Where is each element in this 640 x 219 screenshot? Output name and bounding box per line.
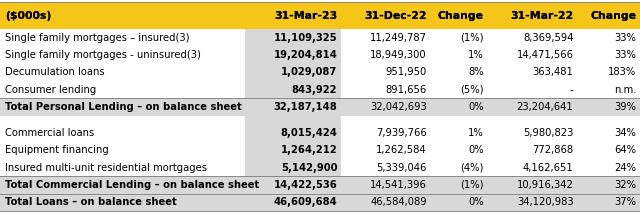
Text: 24%: 24%: [614, 163, 636, 173]
Text: Consumer lending: Consumer lending: [5, 85, 97, 95]
Text: 23,204,641: 23,204,641: [516, 102, 573, 112]
Bar: [245, 176, 341, 194]
Text: 5,980,823: 5,980,823: [523, 128, 573, 138]
Text: 11,109,325: 11,109,325: [274, 33, 337, 43]
Text: (5%): (5%): [460, 85, 484, 95]
Text: 1,029,087: 1,029,087: [281, 67, 337, 77]
Bar: [0, 2, 640, 29]
Text: 4,162,651: 4,162,651: [523, 163, 573, 173]
Text: 46,609,684: 46,609,684: [273, 197, 337, 207]
Bar: [245, 194, 341, 211]
Text: 33%: 33%: [614, 33, 636, 43]
Text: 37%: 37%: [614, 197, 636, 207]
Text: 31-Mar-22: 31-Mar-22: [510, 11, 573, 21]
Bar: [245, 2, 341, 211]
Text: Single family mortgages – insured(3): Single family mortgages – insured(3): [5, 33, 189, 43]
Text: 18,949,300: 18,949,300: [371, 50, 427, 60]
Text: 891,656: 891,656: [386, 85, 427, 95]
Text: 0%: 0%: [468, 197, 484, 207]
Text: 31-Mar-23: 31-Mar-23: [274, 11, 337, 21]
Text: 14,471,566: 14,471,566: [516, 50, 573, 60]
Text: 183%: 183%: [608, 67, 636, 77]
Text: Total Commercial Lending – on balance sheet: Total Commercial Lending – on balance sh…: [5, 180, 259, 190]
Text: 7,939,766: 7,939,766: [376, 128, 427, 138]
Text: 31-Mar-23: 31-Mar-23: [274, 11, 337, 21]
Text: Change: Change: [438, 11, 484, 21]
Text: 64%: 64%: [614, 145, 636, 155]
Text: 32,187,148: 32,187,148: [273, 102, 337, 112]
Text: n.m.: n.m.: [614, 85, 636, 95]
Bar: [0, 98, 640, 116]
Text: 8,015,424: 8,015,424: [280, 128, 337, 138]
Text: 951,950: 951,950: [386, 67, 427, 77]
Text: Single family mortgages - uninsured(3): Single family mortgages - uninsured(3): [5, 50, 201, 60]
Text: 0%: 0%: [468, 102, 484, 112]
Text: 363,481: 363,481: [532, 67, 573, 77]
Text: 33%: 33%: [614, 50, 636, 60]
Text: ($000s): ($000s): [5, 11, 51, 21]
Text: 1%: 1%: [468, 50, 484, 60]
Text: Total Personal Lending – on balance sheet: Total Personal Lending – on balance shee…: [5, 102, 242, 112]
Text: 14,422,536: 14,422,536: [273, 180, 337, 190]
Text: Equipment financing: Equipment financing: [5, 145, 109, 155]
Text: 10,916,342: 10,916,342: [516, 180, 573, 190]
Text: 32,042,693: 32,042,693: [370, 102, 427, 112]
Text: Change: Change: [438, 11, 484, 21]
Text: Decumulation loans: Decumulation loans: [5, 67, 105, 77]
Text: (1%): (1%): [460, 180, 484, 190]
Text: 1,262,584: 1,262,584: [376, 145, 427, 155]
Text: 0%: 0%: [468, 145, 484, 155]
Text: 31-Mar-22: 31-Mar-22: [510, 11, 573, 21]
Text: -: -: [570, 85, 573, 95]
Text: 34%: 34%: [614, 128, 636, 138]
Text: (1%): (1%): [460, 33, 484, 43]
Text: 46,584,089: 46,584,089: [371, 197, 427, 207]
Bar: [0, 194, 640, 211]
Text: 5,142,900: 5,142,900: [281, 163, 337, 173]
Text: 14,541,396: 14,541,396: [370, 180, 427, 190]
Text: Change: Change: [590, 11, 636, 21]
Text: 31-Dec-22: 31-Dec-22: [364, 11, 427, 21]
Text: 11,249,787: 11,249,787: [370, 33, 427, 43]
Text: 39%: 39%: [614, 102, 636, 112]
Text: Total Loans – on balance sheet: Total Loans – on balance sheet: [5, 197, 177, 207]
Text: Commercial loans: Commercial loans: [5, 128, 94, 138]
Bar: [0, 2, 640, 29]
Text: (4%): (4%): [460, 163, 484, 173]
Text: Change: Change: [590, 11, 636, 21]
Bar: [245, 98, 341, 116]
Text: 843,922: 843,922: [292, 85, 337, 95]
Text: 1%: 1%: [468, 128, 484, 138]
Text: 31-Dec-22: 31-Dec-22: [364, 11, 427, 21]
Bar: [0, 176, 640, 194]
Text: 772,868: 772,868: [532, 145, 573, 155]
Text: 5,339,046: 5,339,046: [376, 163, 427, 173]
Text: ($000s): ($000s): [5, 11, 51, 21]
Text: 32%: 32%: [614, 180, 636, 190]
Text: 1,264,212: 1,264,212: [280, 145, 337, 155]
Text: 34,120,983: 34,120,983: [517, 197, 573, 207]
Text: Insured multi-unit residential mortgages: Insured multi-unit residential mortgages: [5, 163, 207, 173]
Text: 8,369,594: 8,369,594: [523, 33, 573, 43]
Text: 8%: 8%: [468, 67, 484, 77]
Text: 19,204,814: 19,204,814: [273, 50, 337, 60]
